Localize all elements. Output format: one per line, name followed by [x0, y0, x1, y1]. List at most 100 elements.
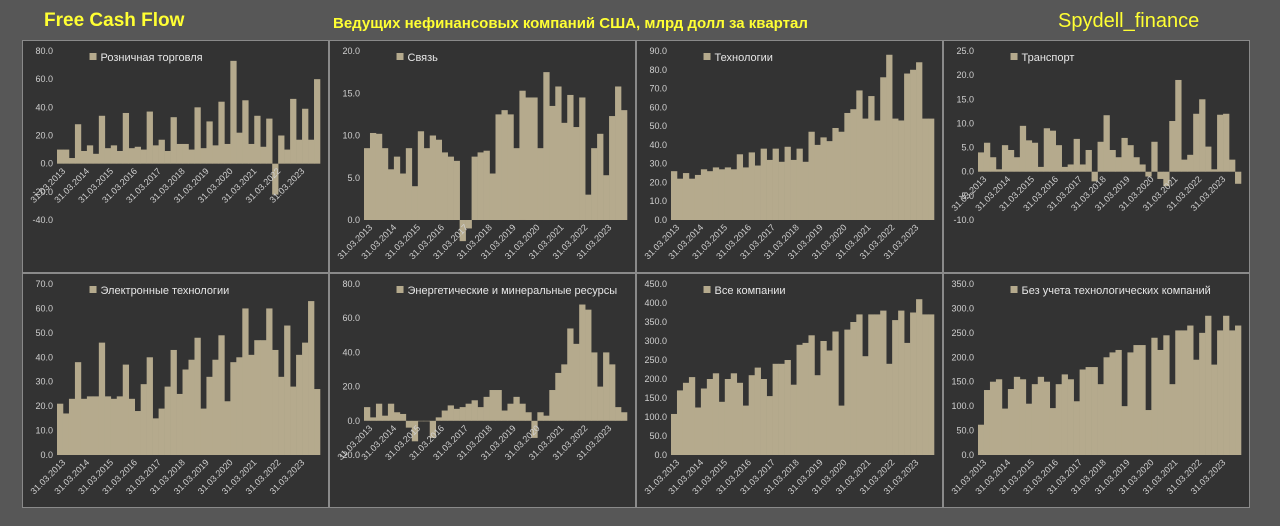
bar	[1007, 389, 1015, 455]
bar	[435, 417, 443, 421]
y-tick-label: 70.0	[35, 279, 53, 289]
bar	[152, 418, 159, 455]
bar	[465, 220, 472, 229]
bar	[423, 420, 431, 422]
y-tick-label: 50.0	[649, 121, 667, 131]
bar	[983, 142, 991, 172]
bar	[92, 153, 100, 164]
bar	[1025, 403, 1033, 455]
y-tick-label: 20.0	[342, 46, 360, 56]
bar	[790, 159, 797, 220]
bar	[995, 169, 1003, 172]
bar	[1217, 330, 1224, 455]
bar	[898, 310, 905, 455]
bar	[218, 335, 225, 455]
bar	[447, 156, 454, 221]
bar	[676, 390, 684, 455]
bar	[507, 114, 514, 221]
bar	[1157, 171, 1164, 179]
bar	[495, 390, 502, 421]
bar	[910, 69, 917, 220]
bar	[1061, 374, 1068, 455]
bar	[284, 149, 291, 164]
bar	[387, 403, 395, 421]
bar	[308, 301, 315, 455]
bar	[1043, 128, 1051, 172]
y-tick-label: 0.0	[654, 450, 667, 460]
legend-swatch	[703, 53, 711, 60]
bar	[561, 364, 568, 421]
bar	[453, 160, 460, 220]
bar	[688, 377, 696, 455]
bar	[1205, 315, 1212, 455]
bar	[898, 120, 905, 220]
y-tick-label: 60.0	[35, 303, 53, 313]
bar	[549, 105, 556, 220]
bar	[1043, 381, 1051, 455]
bar	[892, 320, 899, 455]
y-tick-label: 15.0	[956, 94, 974, 104]
bar	[688, 178, 696, 220]
bar	[176, 393, 183, 455]
bar	[862, 118, 869, 220]
bar	[501, 410, 508, 421]
y-tick-label: 40.0	[35, 352, 53, 362]
chart-svg: 0.0 50.0 100.0 150.0 200.0 250.0 300.0 350.0 400…	[642, 279, 935, 496]
bar	[832, 127, 839, 220]
bar	[230, 60, 237, 164]
bar	[597, 386, 604, 421]
bar	[146, 357, 153, 455]
bar	[676, 178, 684, 220]
bar	[62, 413, 70, 455]
bar	[1019, 125, 1027, 172]
y-tick-label: 0.0	[961, 450, 974, 460]
y-tick-label: 0.0	[40, 159, 53, 169]
bar	[1079, 164, 1086, 172]
bar	[1085, 367, 1092, 455]
y-tick-label: -20.0	[32, 187, 53, 197]
bar	[1073, 138, 1080, 172]
bar	[128, 398, 136, 455]
bar	[417, 131, 425, 220]
bar	[447, 405, 454, 421]
bar	[597, 133, 604, 220]
bar	[182, 369, 189, 455]
bar	[1037, 376, 1045, 455]
legend-label: Розничная торговля	[101, 52, 203, 64]
bar	[471, 156, 478, 221]
bar	[784, 360, 791, 455]
y-tick-label: 60.0	[35, 74, 53, 84]
bar	[122, 112, 130, 164]
bar	[74, 124, 82, 164]
bar	[80, 150, 88, 164]
y-tick-label: 350.0	[951, 279, 974, 289]
bar	[1103, 115, 1110, 172]
bar	[1121, 406, 1128, 455]
y-tick-label: 100.0	[951, 401, 974, 411]
bar	[615, 407, 622, 421]
bar	[928, 118, 935, 220]
bar	[886, 363, 893, 455]
chart-panel-electronic-tech: 0.0 10.0 20.0 30.0 40.0 50.0 60.0 70.0 31.03.201…	[22, 273, 329, 508]
bar	[826, 141, 833, 220]
bar	[1103, 357, 1110, 455]
bar	[922, 314, 929, 455]
y-tick-label: 40.0	[35, 102, 53, 112]
bar	[1175, 330, 1182, 455]
y-tick-label: 50.0	[649, 431, 667, 441]
bar	[1145, 171, 1152, 177]
bar	[904, 73, 911, 220]
bar	[272, 163, 279, 195]
bar	[68, 158, 76, 164]
bar	[459, 407, 466, 421]
y-tick-label: 5.0	[961, 143, 974, 153]
bar	[928, 314, 935, 455]
bar	[1109, 352, 1116, 455]
legend-swatch	[89, 53, 97, 60]
legend-label: Связь	[408, 52, 439, 64]
bar	[278, 135, 285, 164]
legend-swatch	[89, 286, 97, 293]
bar	[164, 386, 171, 455]
bar	[1037, 166, 1045, 172]
bar	[477, 407, 484, 421]
